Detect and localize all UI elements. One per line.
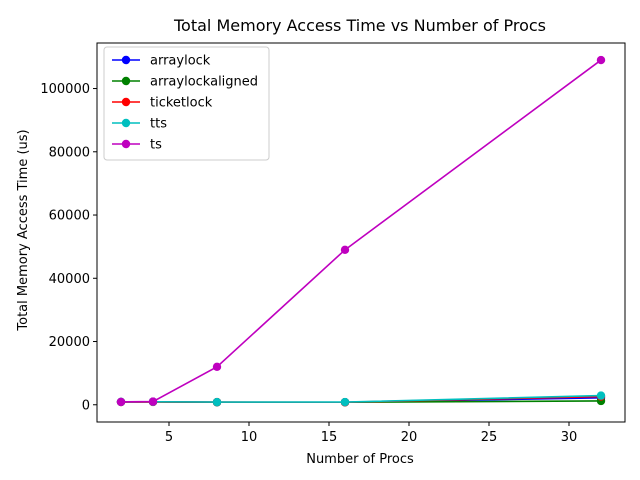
legend-label: tts [150,117,167,132]
x-tick-label: 30 [561,430,578,445]
data-point-tts [596,391,606,400]
legend-label: ticketlock [150,96,213,111]
x-tick-label: 20 [401,430,418,445]
x-tick-label: 10 [241,430,258,445]
x-axis-label: Number of Procs [306,452,414,467]
plot-area: 5 10 15 20 25 30 0 20000 40000 60000 80000 100000 ar… [40,42,626,445]
series-ts [116,55,606,407]
legend-swatch-marker [121,139,131,149]
y-tick-label: 20000 [49,335,90,350]
data-point-ts [340,245,350,255]
data-point-tts [340,397,350,407]
x-tick-label: 5 [165,430,173,445]
legend-swatch-marker [121,76,131,86]
x-tick-label: 25 [481,430,498,445]
y-axis-label: Total Memory Access Time (us) [16,129,31,331]
legend-swatch-marker [121,97,131,107]
legend-label: ts [150,138,162,153]
legend: arraylock arraylockaligned ticketlock tts ts [103,46,270,161]
x-tick-label: 15 [321,430,338,445]
y-tick-label: 60000 [49,209,90,224]
legend-swatch-marker [121,55,131,65]
data-point-ts [596,55,606,65]
data-point-tts [212,397,222,407]
legend-label: arraylock [150,54,211,69]
chart-title: Total Memory Access Time vs Number of Pr… [173,16,546,35]
y-tick-label: 100000 [40,82,90,97]
y-tick-label: 0 [82,398,90,413]
legend-swatch-marker [121,118,131,128]
data-point-ts [116,397,126,407]
y-tick-label: 80000 [49,145,90,160]
axes-frame [96,42,626,423]
data-point-ts [148,397,158,406]
y-tick-label: 40000 [49,272,90,287]
legend-box [103,46,270,161]
legend-label: arraylockaligned [150,75,258,90]
data-point-ts [212,362,222,372]
